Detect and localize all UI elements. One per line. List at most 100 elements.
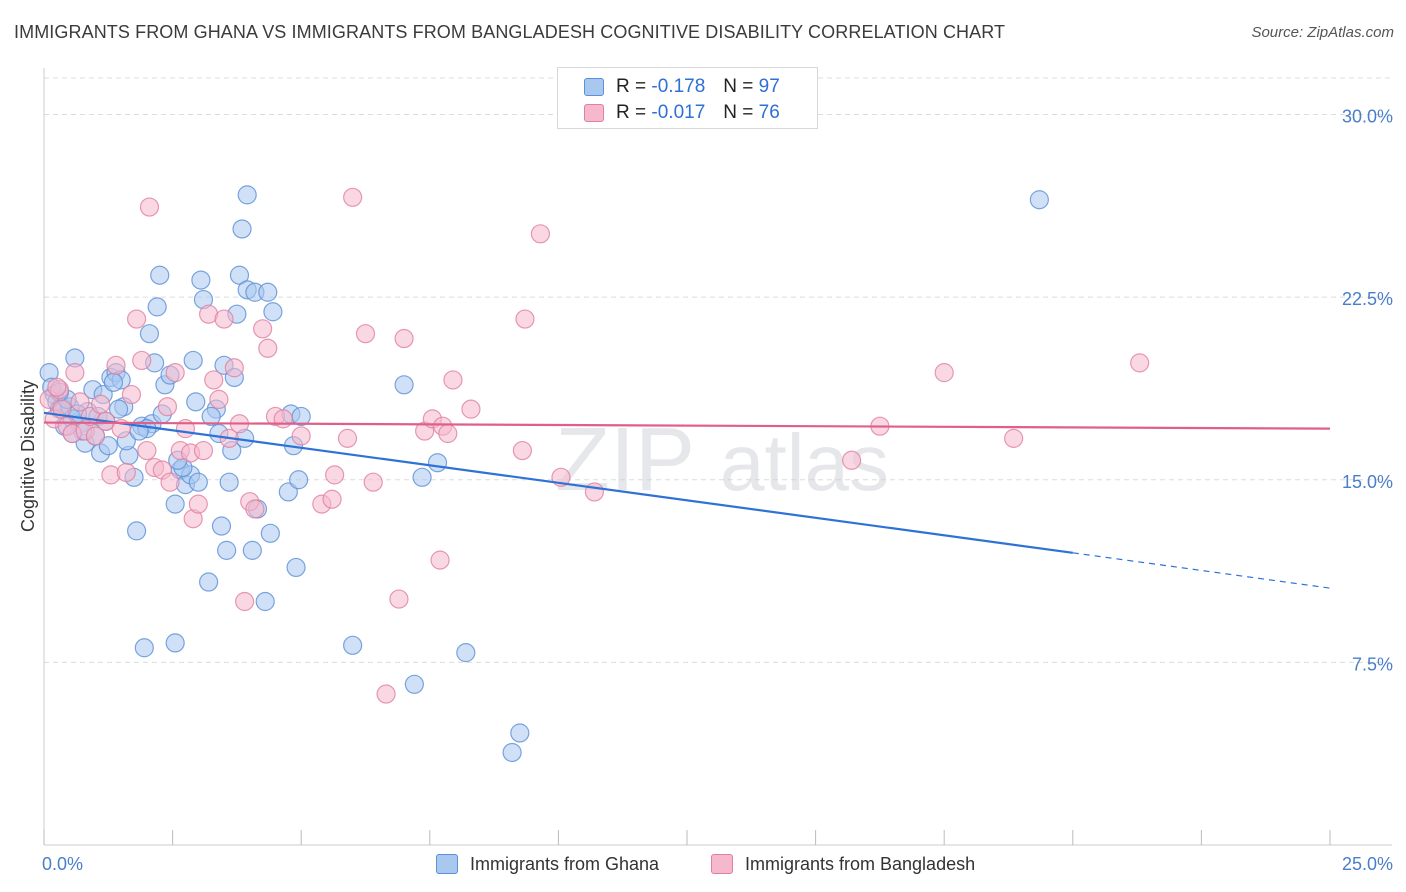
watermark-atlas: atlas bbox=[720, 418, 889, 507]
bangladesh-point bbox=[291, 426, 311, 446]
ghana-point bbox=[456, 643, 476, 663]
ghana-point bbox=[237, 185, 257, 205]
ghana-point bbox=[232, 219, 252, 239]
bangladesh-point bbox=[126, 309, 147, 329]
x-tick-label: 25.0% bbox=[1342, 854, 1393, 874]
bangladesh-point bbox=[85, 426, 106, 446]
ghana-point bbox=[286, 557, 306, 578]
bangladesh-point bbox=[337, 428, 358, 448]
bangladesh-point bbox=[355, 324, 376, 344]
bangladesh-point bbox=[209, 389, 229, 410]
ghana-point bbox=[427, 453, 448, 473]
legend-row-bangladesh: R = -0.017 N = 76 bbox=[584, 101, 780, 125]
legend-n-value: 97 bbox=[758, 76, 780, 97]
ghana-swatch bbox=[584, 78, 604, 96]
bangladesh-point bbox=[438, 423, 458, 444]
ghana-point bbox=[258, 282, 278, 302]
ghana-point bbox=[108, 399, 129, 419]
bangladesh-point bbox=[253, 319, 273, 339]
bangladesh-point bbox=[165, 363, 185, 383]
ghana-swatch bbox=[436, 854, 458, 874]
bangladesh-point bbox=[235, 591, 255, 612]
bangladesh-point bbox=[322, 489, 342, 509]
y-tick-label: 30.0% bbox=[1342, 107, 1393, 127]
bangladesh-swatch bbox=[711, 854, 733, 874]
bangladesh-point bbox=[273, 409, 293, 429]
bangladesh-point bbox=[530, 224, 550, 244]
x-tick-label: 0.0% bbox=[42, 854, 83, 874]
bangladesh-point bbox=[376, 684, 396, 704]
bangladesh-point bbox=[137, 440, 157, 461]
bangladesh-point bbox=[139, 197, 160, 217]
bangladesh-swatch bbox=[584, 104, 604, 122]
bangladesh-point bbox=[584, 482, 605, 502]
bottom-legend-ghana: Immigrants from Ghana bbox=[436, 851, 659, 877]
legend-n-label: N = bbox=[723, 76, 754, 97]
y-tick-label: 15.0% bbox=[1342, 472, 1393, 492]
bangladesh-point bbox=[934, 363, 954, 383]
bangladesh-point bbox=[394, 328, 414, 349]
ghana-point bbox=[199, 572, 219, 592]
bangladesh-point bbox=[512, 440, 532, 461]
axes-layer bbox=[43, 68, 1392, 846]
trend-layer bbox=[43, 411, 1331, 589]
ghana-point bbox=[211, 516, 232, 536]
bangladesh-point bbox=[70, 392, 90, 412]
legend-n-value: 76 bbox=[758, 102, 780, 123]
ghana-trend-line bbox=[43, 411, 1073, 554]
bangladesh-point bbox=[430, 550, 450, 570]
ghana-point bbox=[404, 674, 424, 694]
ghana-point bbox=[191, 270, 211, 290]
ghana-point bbox=[394, 375, 414, 395]
bangladesh-point bbox=[224, 358, 244, 378]
ghana-point bbox=[188, 472, 208, 492]
y-tick-label: 7.5% bbox=[1352, 654, 1393, 674]
ghana-point bbox=[201, 406, 221, 427]
points-layer bbox=[39, 185, 1150, 763]
bangladesh-point bbox=[1004, 428, 1024, 448]
ghana-point bbox=[278, 482, 298, 502]
ghana-point bbox=[343, 635, 363, 655]
bottom-legend-label: Immigrants from Ghana bbox=[470, 853, 660, 874]
ghana-point bbox=[289, 470, 309, 490]
ghana-point bbox=[510, 723, 530, 743]
bangladesh-point bbox=[193, 440, 214, 461]
bangladesh-point bbox=[132, 350, 152, 371]
ghana-point bbox=[134, 638, 154, 658]
legend-r-label: R = bbox=[616, 76, 647, 97]
ghana-point bbox=[260, 523, 280, 543]
ghana-point bbox=[150, 265, 170, 285]
bottom-legend-bangladesh: Immigrants from Bangladesh bbox=[711, 851, 975, 877]
bangladesh-point bbox=[116, 462, 136, 483]
ghana-point bbox=[183, 350, 203, 371]
ghana-point bbox=[255, 591, 275, 612]
ghana-point bbox=[147, 297, 167, 317]
ghana-point bbox=[165, 633, 185, 653]
bangladesh-point bbox=[188, 494, 208, 514]
source-label: Source: ZipAtlas.com bbox=[1251, 24, 1394, 41]
bangladesh-point bbox=[47, 377, 67, 397]
bangladesh-point bbox=[157, 397, 178, 417]
bangladesh-point bbox=[90, 394, 111, 414]
bangladesh-point bbox=[65, 363, 85, 383]
ghana-point bbox=[219, 472, 239, 492]
bangladesh-point bbox=[325, 465, 345, 485]
bangladesh-point bbox=[121, 384, 142, 405]
bangladesh-trend-line bbox=[43, 421, 1331, 430]
legend-r-value: -0.178 bbox=[651, 76, 706, 97]
bangladesh-point bbox=[160, 472, 180, 492]
ghana-point bbox=[217, 540, 237, 560]
bangladesh-point bbox=[363, 472, 383, 492]
ghana-point bbox=[126, 521, 147, 541]
y-axis-title: Cognitive Disability bbox=[18, 380, 38, 532]
ghana-point bbox=[139, 324, 160, 344]
bangladesh-point bbox=[258, 338, 278, 358]
bangladesh-point bbox=[214, 309, 234, 329]
ghana-point bbox=[98, 436, 118, 456]
ghana-point bbox=[165, 494, 185, 514]
ghana-point bbox=[1029, 190, 1049, 210]
y-tick-label: 22.5% bbox=[1342, 289, 1393, 309]
bangladesh-point bbox=[515, 309, 535, 329]
bangladesh-point bbox=[343, 187, 363, 207]
